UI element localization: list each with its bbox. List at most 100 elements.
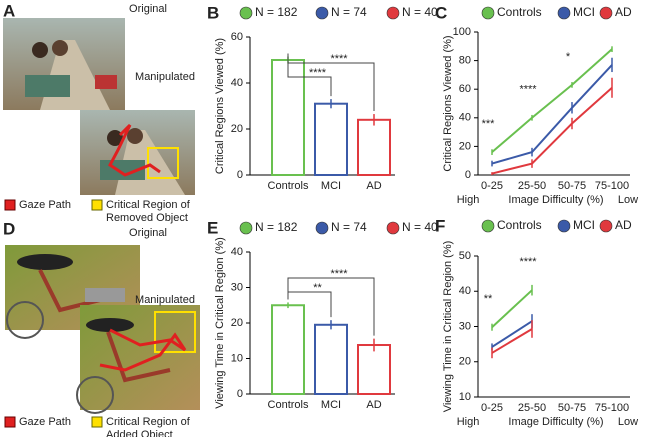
x-tick-label: 75-100 — [595, 180, 629, 192]
y-tick-label: 40 — [459, 112, 471, 124]
significance-bracket — [287, 277, 375, 336]
y-tick-label: 30 — [459, 320, 471, 332]
x-tick-label: AD — [366, 399, 381, 411]
line — [491, 64, 613, 165]
x-tick-label: AD — [366, 180, 381, 192]
photo-manipulated — [80, 110, 195, 195]
significance-label: **** — [519, 256, 537, 268]
legend-marker — [315, 221, 329, 235]
legend-label: Removed Object — [106, 212, 188, 224]
significance-label: ** — [484, 293, 493, 305]
line — [491, 289, 533, 328]
y-axis-label: Critical Regions Viewed (%) — [442, 35, 454, 171]
legend-swatch — [91, 199, 103, 211]
legend-marker — [557, 219, 571, 233]
line — [491, 320, 533, 348]
image-label: Original — [129, 227, 167, 239]
y-axis-label: Viewing Time in Critical Region (%) — [442, 241, 454, 413]
y-tick-label: 0 — [237, 388, 243, 400]
y-tick-label: 20 — [231, 317, 243, 329]
significance-bracket — [287, 53, 332, 97]
image-label: Original — [129, 3, 167, 15]
line — [491, 328, 533, 354]
y-tick-label: 0 — [237, 169, 243, 181]
legend-label: Critical Region of — [106, 199, 191, 211]
legend-label: N = 182 — [255, 5, 298, 19]
panel-letter: B — [207, 3, 219, 22]
x-axis-label: Image Difficulty (%) — [508, 416, 603, 428]
bar — [357, 344, 391, 396]
y-tick-label: 20 — [459, 356, 471, 368]
legend-swatch — [4, 199, 16, 211]
x-tick-label: 50-75 — [558, 180, 586, 192]
significance-label: **** — [330, 53, 348, 65]
y-axis-label: Viewing Time in Critical Region (%) — [214, 237, 226, 409]
line — [491, 48, 613, 153]
x-axis-end-label: Low — [618, 416, 638, 428]
x-axis-end-label: High — [457, 194, 480, 206]
x-tick-label: 25-50 — [518, 180, 546, 192]
legend-label: N = 182 — [255, 220, 298, 234]
panel-letter: E — [207, 218, 218, 237]
legend-label: N = 74 — [331, 5, 367, 19]
legend-marker — [239, 221, 253, 235]
legend-label: MCI — [573, 218, 595, 232]
x-tick-label: Controls — [268, 180, 309, 192]
significance-label: **** — [330, 268, 348, 280]
legend-marker — [599, 219, 613, 233]
legend-label: Critical Region of — [106, 416, 191, 428]
x-tick-label: 75-100 — [595, 402, 629, 414]
y-tick-label: 60 — [459, 83, 471, 95]
y-tick-label: 20 — [459, 140, 471, 152]
x-tick-label: 0-25 — [481, 402, 503, 414]
legend-label: AD — [615, 5, 632, 19]
x-axis-label: Image Difficulty (%) — [508, 194, 603, 206]
legend-marker — [557, 6, 571, 20]
legend-label: Controls — [497, 218, 542, 232]
legend-label: Gaze Path — [19, 416, 71, 428]
y-tick-label: 60 — [231, 31, 243, 43]
x-tick-label: 0-25 — [481, 180, 503, 192]
panel-letter: C — [435, 3, 447, 22]
legend-swatch — [4, 416, 16, 428]
significance-label: **** — [519, 84, 537, 96]
y-tick-label: 40 — [231, 246, 243, 258]
y-tick-label: 10 — [459, 391, 471, 403]
panel-letter: F — [435, 216, 445, 235]
legend-marker — [481, 219, 495, 233]
significance-label: ** — [313, 282, 322, 294]
panel-letter: A — [3, 1, 15, 20]
legend-label: MCI — [573, 5, 595, 19]
x-tick-label: Controls — [268, 399, 309, 411]
legend-label: AD — [615, 218, 632, 232]
significance-bracket — [287, 53, 375, 112]
bar — [357, 118, 391, 177]
significance-label: **** — [309, 67, 327, 79]
x-axis-end-label: High — [457, 416, 480, 428]
x-axis-end-label: Low — [618, 194, 638, 206]
significance-label: * — [566, 51, 571, 63]
panel-letter: D — [3, 219, 15, 238]
y-tick-label: 10 — [231, 352, 243, 364]
legend-marker — [315, 6, 329, 20]
bar — [314, 102, 348, 176]
y-tick-label: 80 — [459, 55, 471, 67]
y-tick-label: 40 — [231, 77, 243, 89]
legend-label: Controls — [497, 5, 542, 19]
x-tick-label: MCI — [321, 180, 341, 192]
significance-label: *** — [482, 118, 496, 130]
y-tick-label: 40 — [459, 285, 471, 297]
x-tick-label: 25-50 — [518, 402, 546, 414]
legend-label: N = 40 — [402, 5, 438, 19]
line — [491, 87, 613, 175]
y-tick-label: 20 — [231, 123, 243, 135]
legend-label: Added Object — [106, 429, 173, 437]
bar — [271, 304, 305, 395]
y-axis-label: Critical Regions Viewed (%) — [214, 38, 226, 174]
image-label: Manipulated — [135, 294, 195, 306]
photo-manipulated — [76, 305, 200, 414]
photo-original — [3, 18, 125, 110]
x-tick-label: MCI — [321, 399, 341, 411]
legend-marker — [386, 221, 400, 235]
